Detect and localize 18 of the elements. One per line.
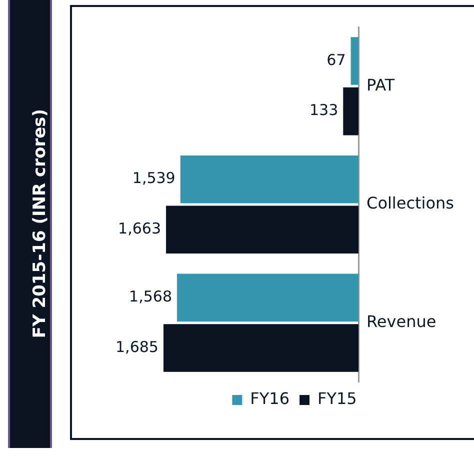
legend-label: FY16 [250,389,290,408]
data-label: 67 [326,50,346,69]
bar [163,324,359,372]
bar [177,274,359,322]
data-label: 1,539 [132,169,176,188]
data-label: 1,568 [129,288,172,306]
bar [166,206,359,254]
text: FY 2015-16 (INR crores) [30,108,50,341]
y-tick-label: PAT [366,75,395,94]
y-tick-label: Revenue [366,312,436,331]
data-label: 133 [309,101,338,120]
y-tick-label: Collections [366,194,454,213]
bar [343,87,359,136]
bar [180,155,359,204]
data-label: 1,663 [118,220,162,238]
legend-label: FY15 [318,389,357,408]
bar [350,37,359,85]
data-label: 1,685 [116,338,158,356]
